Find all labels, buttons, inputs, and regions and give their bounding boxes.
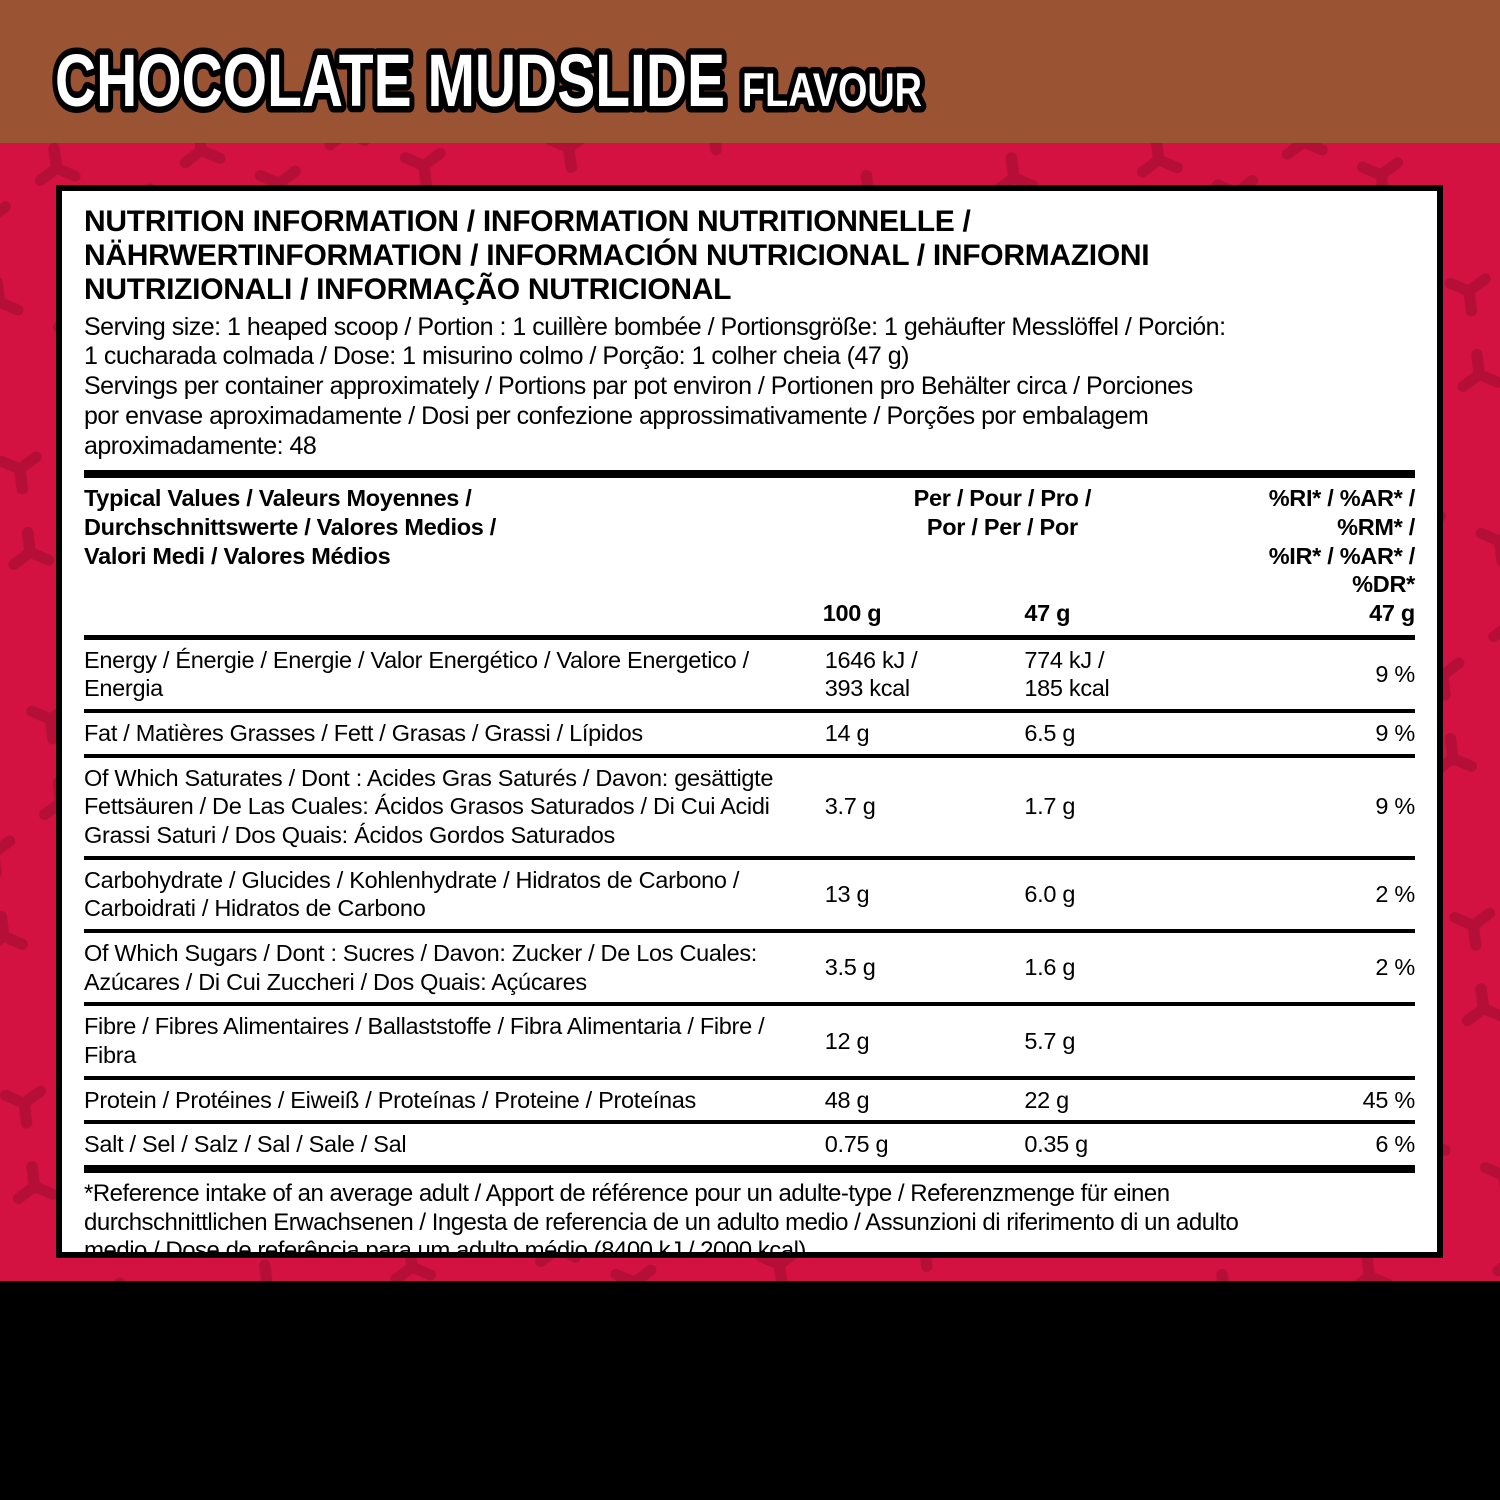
value-per-serving: 1.6 g: [1024, 954, 1076, 981]
row-label: Fibre / Fibres Alimentaires / Ballaststo…: [84, 1013, 765, 1068]
value-per-100g: 12 g: [824, 1027, 870, 1054]
value-per-100g: 48 g: [824, 1086, 870, 1113]
value-reference-intake: 9 %: [1375, 793, 1415, 820]
table-row-saturates: Of Which Saturates / Dont : Acides Gras …: [84, 753, 1415, 856]
value-per-100g: 3.7 g: [824, 793, 876, 820]
value-per-100g: 1646 kJ / 393 kcal: [824, 646, 918, 702]
row-label: Of Which Saturates / Dont : Acides Gras …: [84, 764, 774, 848]
nutrition-panel-title: NUTRITION INFORMATION / INFORMATION NUTR…: [84, 205, 1150, 306]
header-per-line1: Per / Pour / Pro /: [913, 485, 1092, 512]
value-per-serving: 6.5 g: [1024, 720, 1076, 747]
table-row-fibre: Fibre / Fibres Alimentaires / Ballaststo…: [84, 1002, 1415, 1075]
nutrition-table-header: Typical Values / Valeurs Moyennes / Durc…: [84, 470, 1416, 640]
header-per-47g: 47 g: [1024, 600, 1071, 627]
table-row-salt: Salt / Sel / Salz / Sal / Sale / Sal 0.7…: [84, 1120, 1415, 1165]
header-ri-line2: %IR* / %AR* / %DR*: [1268, 542, 1416, 598]
row-label: Energy / Énergie / Energie / Valor Energ…: [84, 646, 749, 702]
table-row-protein: Protein / Protéines / Eiweiß / Proteínas…: [84, 1075, 1416, 1121]
header-per-100g: 100 g: [822, 600, 882, 627]
nutrition-panel: NUTRITION INFORMATION / INFORMATION NUTR…: [56, 185, 1443, 1258]
row-label: Protein / Protéines / Eiweiß / Proteínas…: [84, 1086, 696, 1113]
row-label: Fat / Matières Grasses / Fett / Grasas /…: [84, 720, 643, 747]
table-row-sugars: Of Which Sugars / Dont : Sucres / Davon:…: [84, 928, 1415, 1002]
table-row-carbohydrate: Carbohydrate / Glucides / Kohlenhydrate …: [84, 855, 1415, 929]
value-reference-intake: 9 %: [1375, 720, 1415, 747]
flavour-banner-text: CHOCOLATE MUDSLIDE FLAVOUR: [55, 39, 922, 122]
bottom-black-band: [0, 1281, 1500, 1500]
value-per-serving: 6.0 g: [1024, 880, 1076, 907]
value-reference-intake: 2 %: [1375, 880, 1415, 907]
value-reference-intake: 2 %: [1375, 954, 1415, 981]
header-per-line2: Por / Per / Por: [926, 514, 1078, 541]
flavour-title: CHOCOLATE MUDSLIDE: [55, 39, 725, 122]
serving-info: Serving size: 1 heaped scoop / Portion :…: [84, 313, 1415, 462]
reference-intake-footnote: *Reference intake of an average adult / …: [84, 1164, 1415, 1252]
servings-per-container-text: Servings per container approximately / P…: [84, 372, 1193, 460]
value-per-serving: 1.7 g: [1024, 793, 1076, 820]
serving-size-text: Serving size: 1 heaped scoop / Portion :…: [84, 312, 1226, 371]
table-row-energy: Energy / Énergie / Energie / Valor Energ…: [84, 640, 1415, 709]
value-reference-intake: 45 %: [1362, 1086, 1416, 1113]
value-reference-intake: 6 %: [1375, 1131, 1415, 1158]
flavour-suffix: FLAVOUR: [742, 63, 922, 116]
value-per-100g: 3.5 g: [824, 954, 876, 981]
flavour-banner-text-svg: CHOCOLATE MUDSLIDE FLAVOUR: [49, 33, 929, 129]
flavour-banner: CHOCOLATE MUDSLIDE FLAVOUR: [0, 0, 1500, 143]
red-pattern-background: NUTRITION INFORMATION / INFORMATION NUTR…: [0, 143, 1500, 1281]
table-row-fat: Fat / Matières Grasses / Fett / Grasas /…: [84, 709, 1415, 754]
header-typical-values: Typical Values / Valeurs Moyennes / Durc…: [84, 485, 497, 569]
header-ri-47g: 47 g: [1369, 600, 1415, 627]
row-label: Salt / Sel / Salz / Sal / Sale / Sal: [84, 1131, 407, 1158]
value-per-100g: 0.75 g: [824, 1131, 889, 1158]
value-per-serving: 5.7 g: [1024, 1027, 1076, 1054]
value-per-serving: 22 g: [1024, 1086, 1069, 1113]
row-label: Carbohydrate / Glucides / Kohlenhydrate …: [84, 866, 740, 922]
header-per-columns: Per / Pour / Pro / Por / Per / Por: [823, 484, 1222, 599]
value-per-serving: 774 kJ / 185 kcal: [1024, 646, 1110, 702]
nutrition-table-body: Energy / Énergie / Energie / Valor Energ…: [84, 640, 1415, 1165]
row-label: Of Which Sugars / Dont : Sucres / Davon:…: [84, 939, 758, 995]
value-reference-intake: 9 %: [1375, 661, 1415, 688]
value-per-100g: 13 g: [824, 880, 870, 907]
value-per-100g: 14 g: [824, 720, 870, 747]
header-reference-intake: %RI* / %AR* / %RM* / %IR* / %AR* / %DR*: [1222, 484, 1416, 599]
value-per-serving: 0.35 g: [1024, 1131, 1088, 1158]
header-ri-line1: %RI* / %AR* / %RM* /: [1268, 485, 1416, 541]
